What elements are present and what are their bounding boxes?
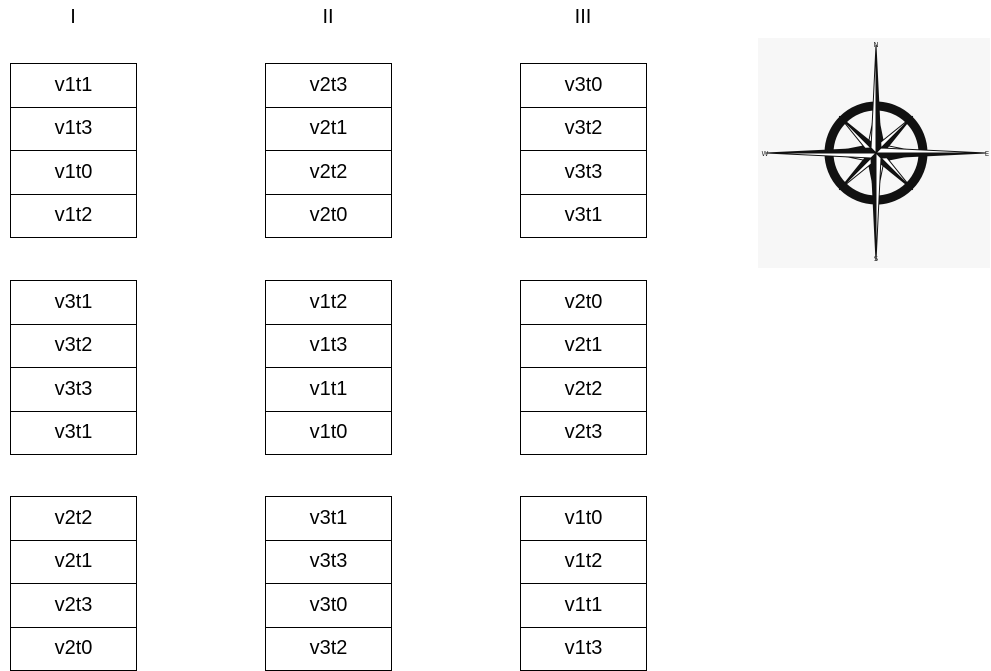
list-item: v1t1 [54, 73, 93, 96]
list-item: v3t1 [54, 290, 93, 313]
list-item: v3t3 [266, 539, 391, 584]
list-box: v1t1 v1t3 v1t0 v1t2 [10, 63, 137, 238]
compass-east: E [985, 150, 989, 158]
list-item: v2t2 [521, 367, 646, 411]
list-item: v2t1 [521, 323, 646, 368]
list-item: v2t3 [309, 73, 348, 96]
list-item: v3t2 [11, 323, 136, 368]
list-item: v3t1 [521, 193, 646, 238]
list-item: v1t3 [521, 626, 646, 671]
list-item: v1t1 [266, 367, 391, 411]
list-item: v1t0 [564, 506, 603, 529]
list-box: v1t2 v1t3 v1t1 v1t0 [265, 280, 392, 455]
compass-north: N [873, 41, 878, 49]
list-item: v3t1 [309, 506, 348, 529]
list-item: v1t0 [266, 410, 391, 455]
list-item: v2t0 [11, 626, 136, 671]
compass-graphic [765, 44, 987, 262]
list-box: v1t0 v1t2 v1t1 v1t3 [520, 496, 647, 671]
list-item: v3t0 [564, 73, 603, 96]
list-box: v2t3 v2t1 v2t2 v2t0 [265, 63, 392, 238]
list-box: v2t0 v2t1 v2t2 v2t3 [520, 280, 647, 455]
list-box: v3t1 v3t3 v3t0 v3t2 [265, 496, 392, 671]
list-item: v2t0 [266, 193, 391, 238]
list-item: v1t0 [11, 150, 136, 194]
list-item: v2t0 [564, 290, 603, 313]
column-header: III [574, 6, 592, 28]
compass-rose: N W E S [758, 38, 990, 268]
column-header: II [322, 6, 334, 28]
compass-west: W [762, 150, 769, 158]
list-item: v1t2 [11, 193, 136, 238]
list-item: v1t1 [521, 583, 646, 627]
list-item: v3t0 [266, 583, 391, 627]
list-item: v2t1 [11, 539, 136, 584]
list-item: v1t2 [309, 290, 348, 313]
list-item: v1t2 [521, 539, 646, 584]
list-item: v2t1 [266, 106, 391, 151]
list-item: v2t2 [54, 506, 93, 529]
list-box: v3t0 v3t2 v3t3 v3t1 [520, 63, 647, 238]
list-item: v3t3 [11, 367, 136, 411]
list-item: v2t3 [11, 583, 136, 627]
list-box: v2t2 v2t1 v2t3 v2t0 [10, 496, 137, 671]
list-item: v3t1 [11, 410, 136, 455]
list-item: v3t2 [521, 106, 646, 151]
column-header: I [70, 6, 76, 28]
list-item: v3t3 [521, 150, 646, 194]
list-item: v1t3 [266, 323, 391, 368]
list-item: v1t3 [11, 106, 136, 151]
list-item: v3t2 [266, 626, 391, 671]
list-item: v2t3 [521, 410, 646, 455]
list-box: v3t1 v3t2 v3t3 v3t1 [10, 280, 137, 455]
compass-south: S [874, 255, 879, 263]
list-item: v2t2 [266, 150, 391, 194]
